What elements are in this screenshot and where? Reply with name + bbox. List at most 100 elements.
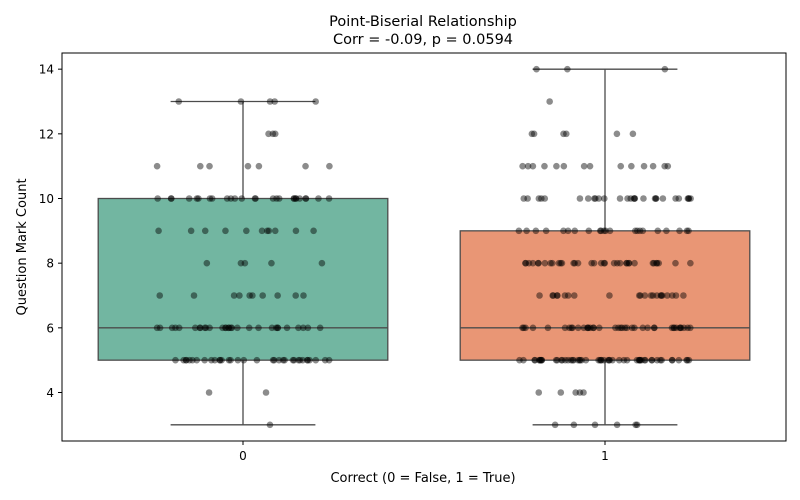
data-point — [680, 324, 688, 332]
data-point — [203, 259, 211, 267]
y-tick-label: 10 — [39, 192, 54, 206]
data-point — [595, 195, 603, 202]
data-point — [633, 421, 641, 429]
data-point — [651, 324, 658, 332]
data-point — [623, 324, 631, 332]
data-point — [156, 324, 164, 332]
data-point — [227, 356, 234, 364]
data-point — [253, 356, 261, 364]
data-point — [245, 324, 253, 332]
data-point — [664, 162, 672, 170]
data-point — [658, 356, 665, 364]
data-point — [262, 389, 270, 396]
data-point — [684, 356, 691, 364]
data-point — [231, 195, 239, 202]
data-point — [271, 227, 279, 235]
data-point — [154, 195, 161, 202]
data-point — [246, 292, 253, 299]
data-point — [649, 162, 657, 170]
data-point — [676, 324, 684, 332]
y-tick-label: 4 — [46, 386, 54, 400]
data-point — [315, 195, 322, 202]
data-point — [266, 98, 274, 105]
data-point — [642, 356, 649, 364]
data-point — [551, 421, 559, 429]
data-point — [252, 195, 259, 202]
data-point — [602, 227, 609, 235]
data-point — [274, 324, 281, 332]
data-point — [641, 356, 648, 364]
data-point — [680, 292, 687, 299]
data-point — [623, 356, 631, 364]
data-point — [582, 356, 590, 364]
data-point — [686, 324, 694, 332]
data-point — [649, 259, 657, 267]
data-point — [244, 162, 252, 170]
data-point — [631, 227, 639, 235]
data-point — [555, 259, 563, 267]
plot-area: 4 6 8 10 12 14 0 1 — [39, 52, 787, 463]
data-point — [553, 356, 561, 364]
data-point — [538, 195, 545, 202]
data-point — [271, 130, 279, 138]
data-point — [567, 356, 575, 364]
data-point — [258, 227, 266, 235]
data-point — [617, 324, 625, 332]
data-point — [193, 195, 201, 202]
data-point — [187, 227, 195, 235]
data-point — [185, 195, 193, 202]
data-point — [228, 324, 236, 332]
data-point — [535, 356, 543, 364]
data-point — [304, 356, 311, 364]
data-point — [175, 324, 183, 332]
data-point — [223, 195, 231, 202]
data-point — [547, 259, 554, 267]
data-point — [685, 227, 692, 235]
data-point — [553, 162, 560, 170]
data-point — [541, 162, 548, 170]
data-point — [570, 292, 578, 299]
data-point — [255, 162, 263, 170]
data-point — [601, 259, 609, 267]
data-point — [595, 324, 603, 332]
data-point — [632, 421, 639, 429]
data-point — [580, 324, 588, 332]
data-point — [576, 356, 584, 364]
data-point — [637, 292, 644, 299]
y-tick-label: 6 — [46, 321, 54, 335]
data-point — [302, 195, 310, 202]
data-point — [241, 259, 249, 267]
data-point — [554, 292, 561, 299]
data-point — [531, 356, 539, 364]
data-point — [274, 324, 282, 332]
data-point — [558, 259, 566, 267]
data-point — [571, 227, 579, 235]
data-point — [677, 324, 685, 332]
y-tick-label: 14 — [39, 63, 54, 77]
data-point — [310, 227, 317, 235]
data-point — [584, 195, 592, 202]
data-point — [304, 324, 312, 332]
data-point — [536, 356, 543, 364]
data-point — [542, 227, 550, 235]
data-point — [644, 324, 651, 332]
data-point — [522, 259, 530, 267]
data-point — [240, 356, 248, 364]
data-point — [237, 98, 245, 105]
data-point — [251, 195, 259, 202]
data-point — [281, 356, 288, 364]
data-point — [600, 227, 608, 235]
data-point — [570, 421, 578, 429]
data-point — [628, 162, 635, 170]
data-point — [531, 356, 538, 364]
data-point — [576, 195, 584, 202]
data-point — [533, 65, 540, 73]
data-point — [580, 162, 588, 170]
data-point — [587, 324, 594, 332]
data-point — [269, 195, 277, 202]
data-point — [685, 195, 692, 202]
data-point — [616, 195, 624, 202]
data-point — [613, 130, 621, 138]
data-point — [562, 130, 570, 138]
